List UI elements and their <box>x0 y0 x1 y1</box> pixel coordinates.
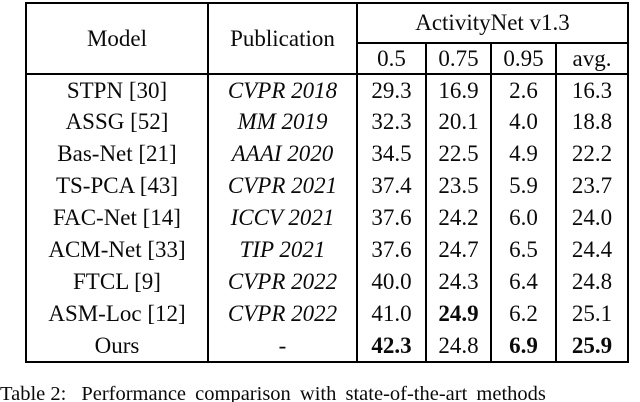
metric-cell-best: 24.9 <box>425 298 492 330</box>
metric-cell: 6.0 <box>490 202 557 234</box>
metric-cell: 24.3 <box>425 266 492 298</box>
table-row: ASSG [52] MM 2019 32.3 20.1 4.0 18.8 <box>25 106 630 138</box>
metric-cell: 32.3 <box>356 106 427 138</box>
metric-cell: 23.7 <box>554 170 630 202</box>
table-row: FTCL [9] CVPR 2022 40.0 24.3 6.4 24.8 <box>25 266 630 298</box>
metric-cell: 25.1 <box>554 298 630 330</box>
metric-cell: 18.8 <box>554 106 630 138</box>
model-cell: Ours <box>25 330 209 362</box>
publication-cell: CVPR 2022 <box>207 298 358 330</box>
column-header-iou-0.5: 0.5 <box>356 43 427 75</box>
metric-cell: 16.3 <box>554 74 630 106</box>
metric-cell: 37.6 <box>356 202 427 234</box>
table-row: FAC-Net [14] ICCV 2021 37.6 24.2 6.0 24.… <box>25 202 630 234</box>
metric-cell: 24.2 <box>425 202 492 234</box>
model-cell: ASSG [52] <box>25 106 209 138</box>
caption-text: Performance comparison with state-of-the… <box>81 383 546 402</box>
metric-cell: 23.5 <box>425 170 492 202</box>
caption-label: Table 2: <box>0 383 67 402</box>
model-cell: STPN [30] <box>25 74 209 106</box>
publication-cell: CVPR 2021 <box>207 170 358 202</box>
metric-cell: 22.5 <box>425 138 492 170</box>
table-row: STPN [30] CVPR 2018 29.3 16.9 2.6 16.3 <box>25 74 630 106</box>
header-row-thresholds: 0.5 0.75 0.95 avg. <box>26 43 630 75</box>
table-row: ACM-Net [33] TIP 2021 37.6 24.7 6.5 24.4 <box>25 234 630 266</box>
model-cell: ACM-Net [33] <box>25 234 209 266</box>
metric-cell: 6.2 <box>490 298 557 330</box>
metric-cell: 41.0 <box>356 298 427 330</box>
publication-cell: - <box>207 330 358 362</box>
metric-cell-best: 42.3 <box>356 330 427 362</box>
publication-cell: CVPR 2018 <box>207 74 358 106</box>
metric-cell: 24.0 <box>554 202 630 234</box>
metric-cell: 5.9 <box>490 170 557 202</box>
table-row: TS-PCA [43] CVPR 2021 37.4 23.5 5.9 23.7 <box>25 170 630 202</box>
metric-cell: 6.5 <box>490 234 557 266</box>
metric-cell: 22.2 <box>554 138 630 170</box>
publication-cell: TIP 2021 <box>207 234 358 266</box>
metric-cell: 37.4 <box>356 170 427 202</box>
metric-cell: 4.9 <box>490 138 557 170</box>
metric-cell: 16.9 <box>425 74 492 106</box>
model-cell: ASM-Loc [12] <box>25 298 209 330</box>
metric-cell: 24.8 <box>554 266 630 298</box>
metric-cell: 24.7 <box>425 234 492 266</box>
column-header-iou-0.95: 0.95 <box>490 43 557 75</box>
column-header-publication: Publication <box>207 3 358 75</box>
table-row-ours: Ours - 42.3 24.8 6.9 25.9 <box>25 330 630 362</box>
metric-cell: 6.4 <box>490 266 557 298</box>
model-cell: FAC-Net [14] <box>25 202 209 234</box>
metric-cell: 40.0 <box>356 266 427 298</box>
publication-cell: ICCV 2021 <box>207 202 358 234</box>
publication-cell: CVPR 2022 <box>207 266 358 298</box>
metric-cell: 34.5 <box>356 138 427 170</box>
table-caption: Table 2: Performance comparison with sta… <box>0 384 640 402</box>
model-cell: TS-PCA [43] <box>25 170 209 202</box>
metric-cell: 4.0 <box>490 106 557 138</box>
metric-cell: 29.3 <box>356 74 427 106</box>
publication-cell: MM 2019 <box>207 106 358 138</box>
table-row: ASM-Loc [12] CVPR 2022 41.0 24.9 6.2 25.… <box>25 298 630 330</box>
model-cell: FTCL [9] <box>25 266 209 298</box>
metric-cell: 2.6 <box>490 74 557 106</box>
metric-cell: 37.6 <box>356 234 427 266</box>
header-row-top: Model Publication ActivityNet v1.3 <box>25 3 630 75</box>
column-group-header-activitynet: ActivityNet v1.3 <box>355 3 630 44</box>
metric-cell-best: 6.9 <box>490 330 557 362</box>
model-cell: Bas-Net [21] <box>25 138 209 170</box>
table-row: Bas-Net [21] AAAI 2020 34.5 22.5 4.9 22.… <box>25 138 630 170</box>
metric-cell: 20.1 <box>425 106 492 138</box>
metric-cell-best: 25.9 <box>554 330 630 362</box>
column-header-iou-0.75: 0.75 <box>425 43 492 75</box>
publication-cell: AAAI 2020 <box>207 138 358 170</box>
results-table: Model Publication ActivityNet v1.3 0.5 0… <box>25 2 630 363</box>
column-header-model: Model <box>25 3 209 75</box>
column-header-avg: avg. <box>554 43 630 75</box>
metric-cell: 24.8 <box>425 330 492 362</box>
metric-cell: 24.4 <box>554 234 630 266</box>
